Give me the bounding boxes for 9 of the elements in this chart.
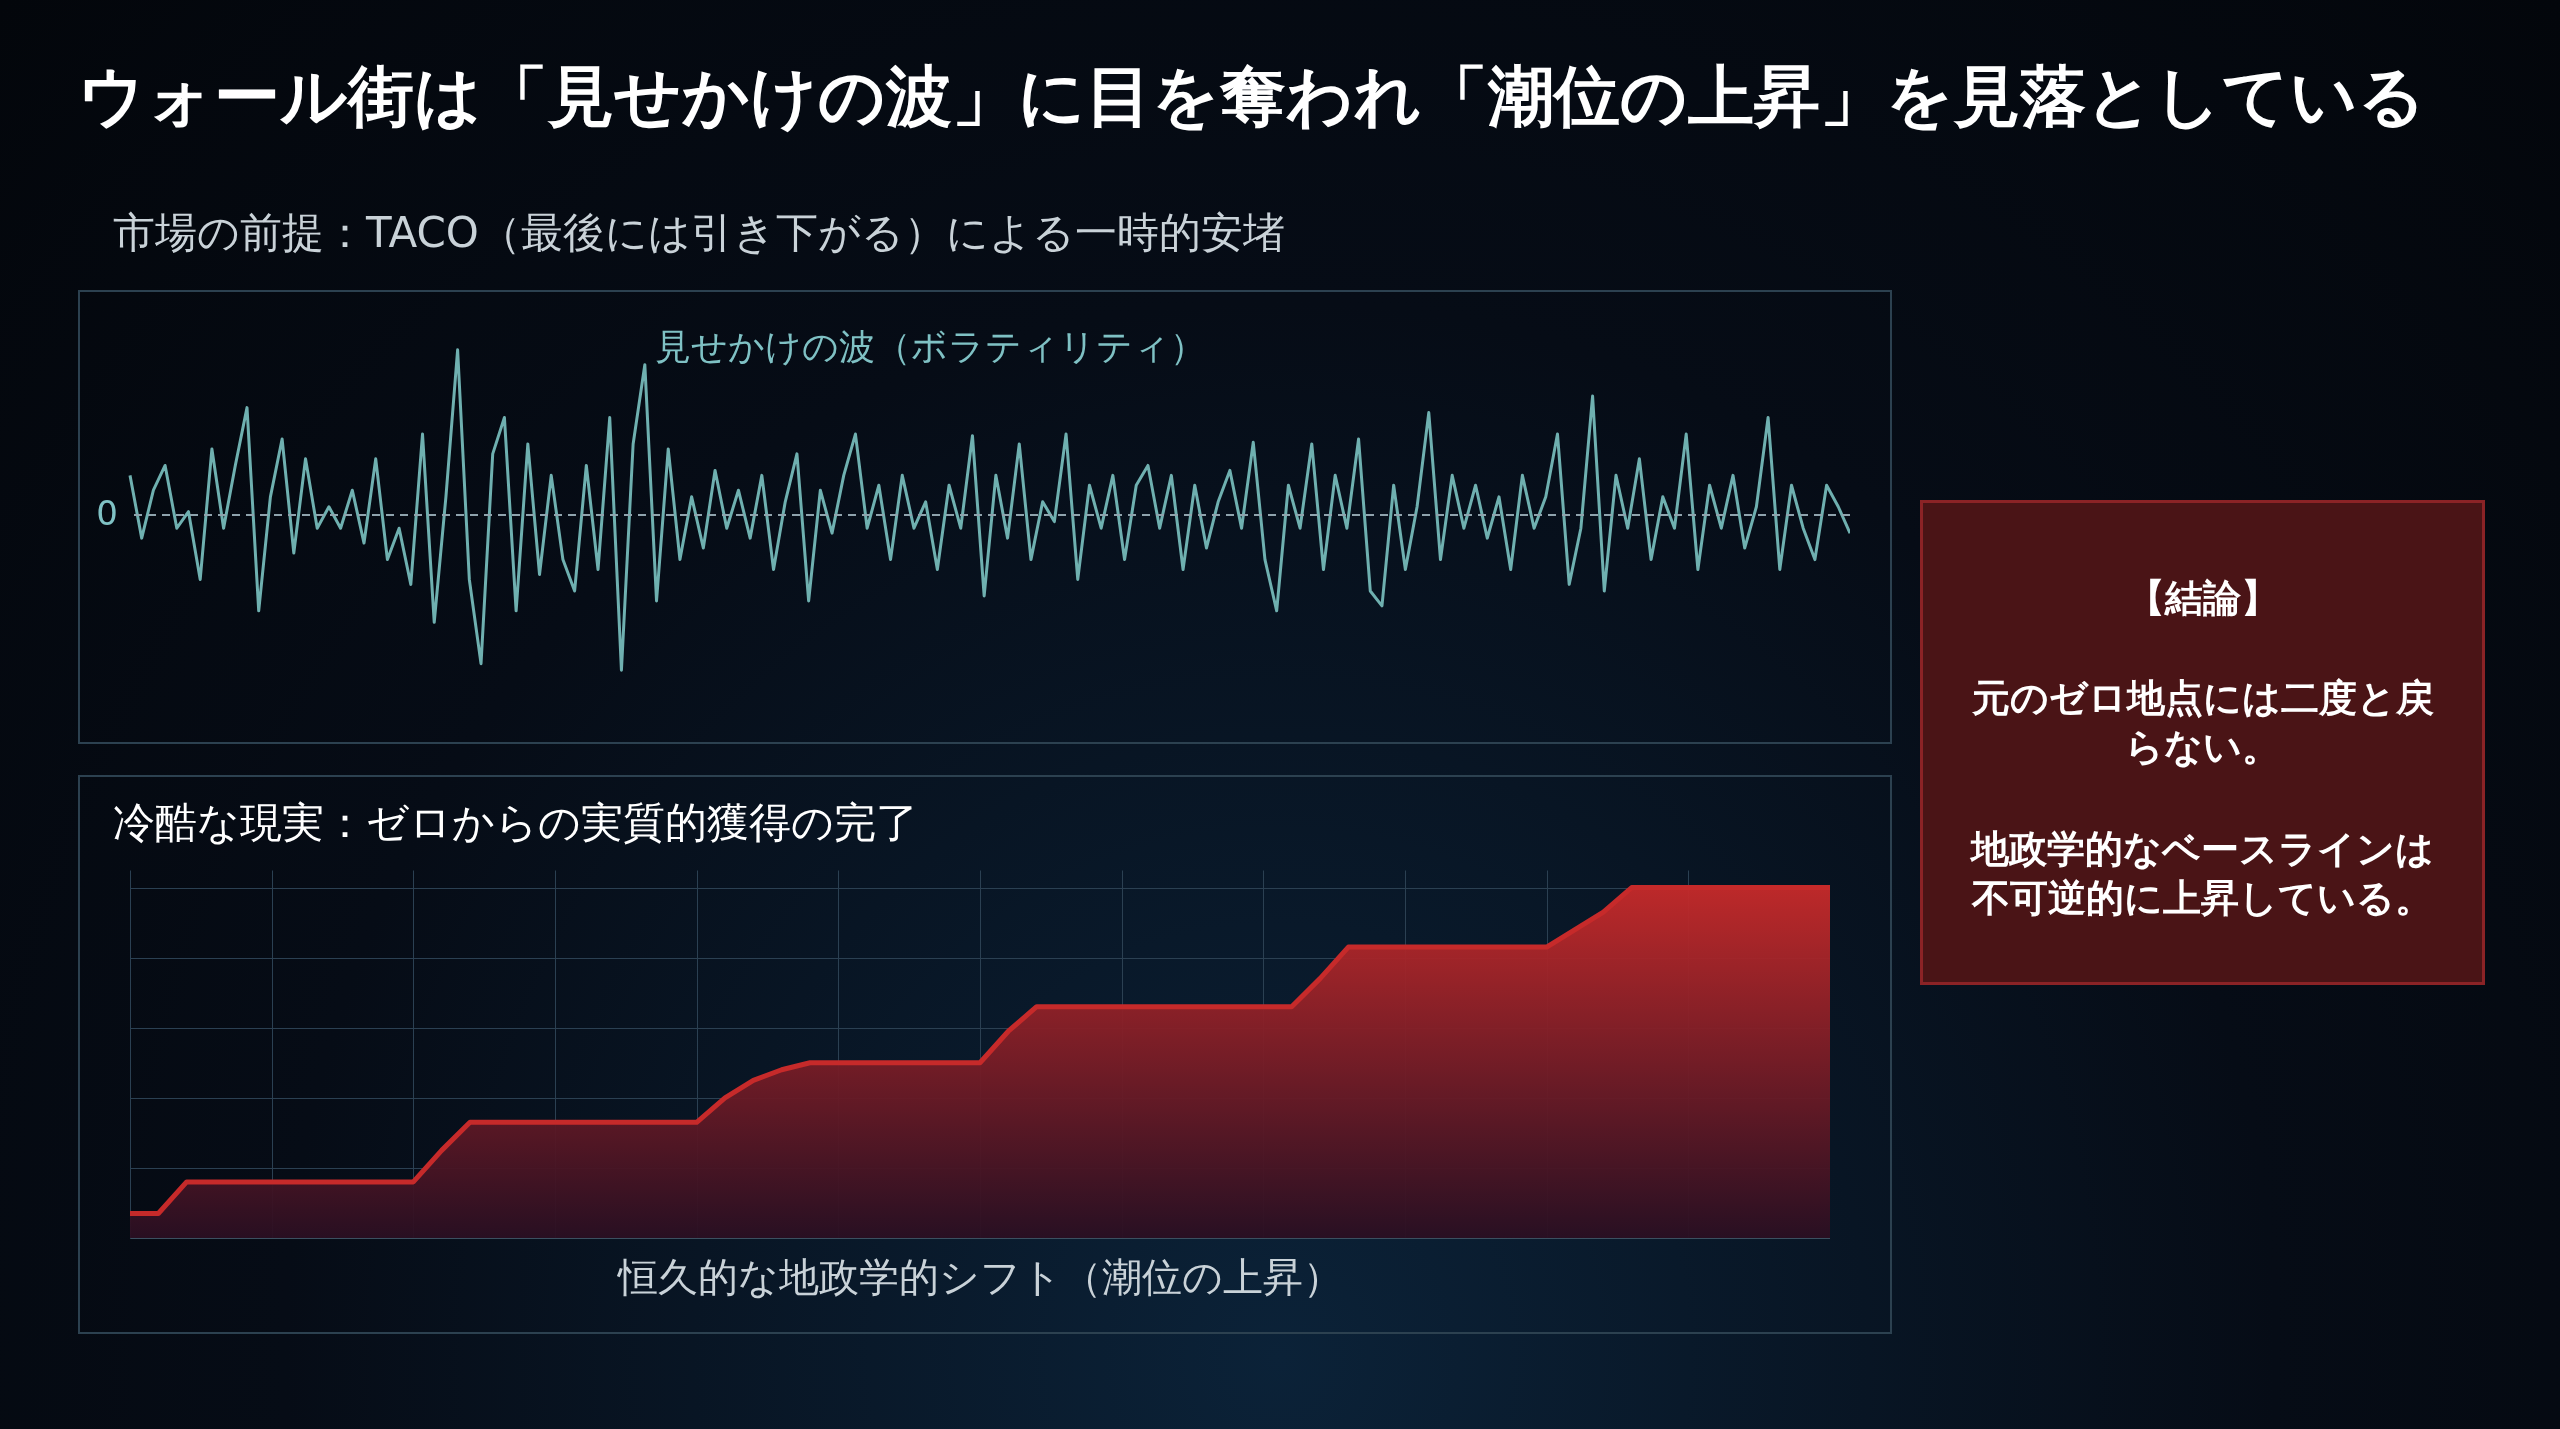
chart-subtitle: 市場の前提：TACO（最後には引き下がる）による一時的安堵: [113, 207, 1285, 259]
x-axis-title: 恒久的な地政学的シフト（潮位の上昇）: [616, 1253, 1343, 1300]
chart-title: ウォール街は「見せかけの波」に目を奪われ「潮位の上昇」を見落としている: [78, 57, 2426, 137]
ref-line-label: 0: [96, 493, 118, 533]
annotation: 見せかけの波（ボラティリティ）: [654, 326, 1206, 367]
text: 【結論】: [2125, 575, 2280, 622]
chart-title: 冷酷な現実：ゼロからの実質的獲得の完了: [113, 797, 918, 849]
text: 元のゼロ地点には二度と戻らない。: [1970, 675, 2435, 772]
text: 地政学的なベースラインは不可逆的に上昇している。: [1969, 825, 2435, 923]
